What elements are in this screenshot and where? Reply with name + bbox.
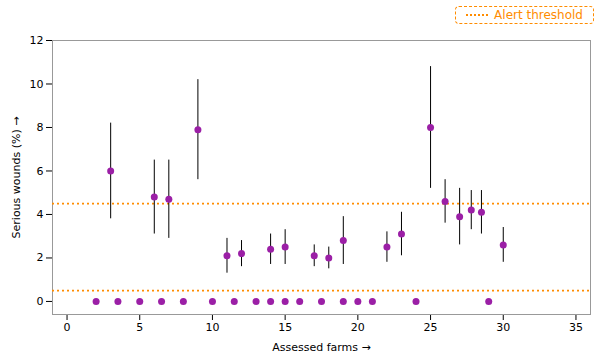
svg-text:5: 5 bbox=[136, 321, 143, 334]
svg-text:12: 12 bbox=[30, 34, 44, 47]
svg-text:8: 8 bbox=[37, 121, 44, 134]
svg-text:6: 6 bbox=[37, 164, 44, 177]
svg-text:Serious wounds (%) →: Serious wounds (%) → bbox=[10, 117, 23, 239]
svg-text:15: 15 bbox=[278, 321, 292, 334]
svg-text:35: 35 bbox=[569, 321, 583, 334]
svg-text:10: 10 bbox=[30, 78, 44, 91]
svg-text:2: 2 bbox=[37, 251, 44, 264]
svg-text:30: 30 bbox=[496, 321, 510, 334]
svg-text:20: 20 bbox=[351, 321, 365, 334]
html-text:Alert threshold: Alert threshold bbox=[494, 8, 583, 22]
svg-text:25: 25 bbox=[424, 321, 438, 334]
svg-text:0: 0 bbox=[37, 295, 44, 308]
svg-text:10: 10 bbox=[205, 321, 219, 334]
svg-text:Assessed farms →: Assessed farms → bbox=[272, 341, 371, 354]
svg-text:0: 0 bbox=[64, 321, 71, 334]
svg-text:4: 4 bbox=[37, 208, 44, 221]
